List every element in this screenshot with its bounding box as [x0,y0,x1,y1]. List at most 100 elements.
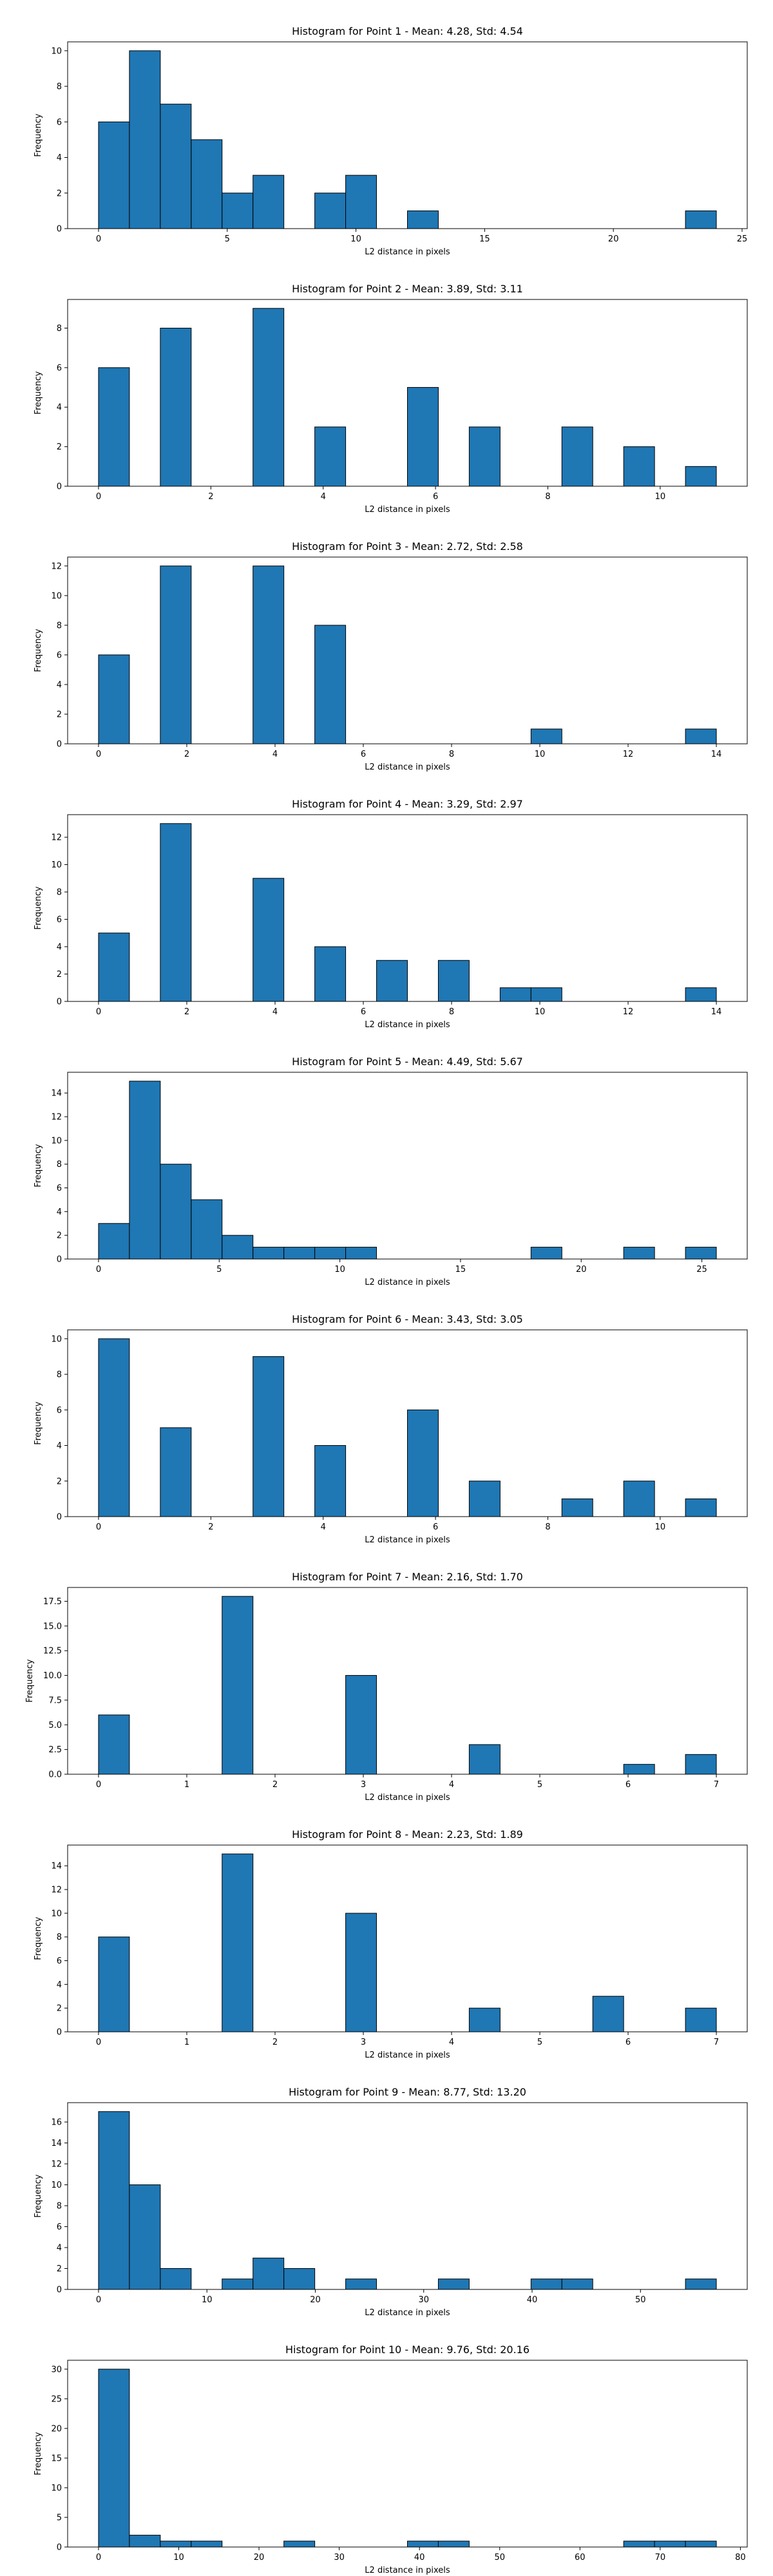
histogram-bar [407,2541,439,2548]
x-tick-label: 10 [535,750,546,759]
y-tick-label: 14 [51,1089,62,1099]
y-tick-label: 2 [57,710,62,719]
y-axis-label: Frequency [25,1659,35,1702]
y-tick-label: 6 [57,363,62,373]
axes-frame [67,41,748,229]
histogram-bar [191,139,223,229]
x-tick-label: 20 [310,2295,321,2305]
y-tick-label: 8 [57,888,62,898]
x-tick-label: 20 [608,234,619,244]
y-tick-label: 2 [57,2004,62,2014]
y-axis-label: Frequency [33,113,43,156]
y-tick-label: 2 [57,1477,62,1486]
x-tick-label: 20 [576,1265,587,1274]
y-tick-label: 6 [57,1184,62,1193]
y-tick-label: 30 [51,2365,62,2374]
x-tick-label: 10 [655,1522,666,1532]
histogram-bar [407,387,439,487]
x-axis-label: L2 distance in pixels [365,2050,450,2060]
x-tick-label: 5 [537,2038,542,2047]
histogram-bar [530,728,562,744]
histogram-bar [98,2111,130,2290]
x-axis-label: L2 distance in pixels [365,762,450,772]
x-tick-label: 0 [96,1007,101,1017]
histogram-bar [98,121,130,229]
x-tick-label: 4 [272,1007,278,1017]
histogram-bar [561,2278,593,2290]
histogram-bar [253,1356,285,1517]
y-tick-label: 0 [57,740,62,750]
x-axis-label: L2 distance in pixels [365,247,450,257]
y-tick-label: 4 [57,2244,62,2253]
histogram-bar [685,2007,717,2032]
x-tick-label: 0 [96,750,101,759]
y-tick-label: 12 [51,2160,62,2170]
y-tick-label: 7.5 [48,1696,62,1705]
y-tick-label: 12 [51,833,62,843]
x-tick-label: 6 [625,1780,631,1790]
y-tick-label: 14 [51,1862,62,1871]
histogram-bar [160,2541,192,2548]
x-tick-label: 15 [455,1265,466,1274]
histogram-bar [623,1247,655,1260]
histogram-panel-7: Histogram for Point 7 - Mean: 2.16, Std:… [25,1571,748,1803]
histogram-bar [160,1164,192,1260]
chart-title: Histogram for Point 1 - Mean: 4.28, Std:… [292,25,523,37]
x-tick-label: 8 [545,1522,550,1532]
histogram-bar [561,426,593,487]
x-tick-label: 0 [96,492,101,502]
y-tick-label: 6 [57,915,62,925]
histogram-panel-5: Histogram for Point 5 - Mean: 4.49, Std:… [33,1056,748,1287]
histogram-bar [222,1853,254,2032]
histogram-bar [345,1675,377,1775]
histogram-bar [345,175,377,229]
y-axis-label: Frequency [33,886,43,929]
y-tick-label: 4 [57,1208,62,1217]
y-tick-label: 6 [57,2222,62,2232]
y-tick-label: 10 [51,2181,62,2190]
x-tick-label: 6 [361,1007,366,1017]
histogram-bar [685,2278,717,2290]
y-tick-label: 0 [57,2028,62,2038]
chart-title: Histogram for Point 8 - Mean: 2.23, Std:… [292,1828,523,1841]
histogram-bar [160,565,192,744]
x-tick-label: 5 [225,234,230,244]
histogram-bar [437,2541,470,2548]
axes-frame [67,556,748,744]
chart-title: Histogram for Point 3 - Mean: 2.72, Std:… [292,540,523,553]
x-tick-label: 10 [202,2295,213,2305]
y-tick-label: 4 [57,403,62,413]
histogram-bar [129,50,161,229]
x-tick-label: 2 [184,1007,189,1017]
histogram-bar [253,175,285,229]
histogram-bar [437,2278,470,2290]
y-tick-label: 2 [57,442,62,452]
chart-title: Histogram for Point 5 - Mean: 4.49, Std:… [292,1056,523,1068]
x-tick-label: 5 [537,1780,542,1790]
y-tick-label: 8 [57,324,62,334]
x-tick-label: 10 [334,1265,345,1274]
x-tick-label: 12 [623,1007,634,1017]
y-tick-label: 8 [57,1370,62,1380]
histogram-bar [345,1247,377,1260]
histogram-panel-4: Histogram for Point 4 - Mean: 3.29, Std:… [33,798,748,1030]
y-axis-label: Frequency [33,629,43,672]
histogram-bar [592,1996,624,2032]
histogram-bar [468,426,501,487]
histogram-panel-6: Histogram for Point 6 - Mean: 3.43, Std:… [33,1313,748,1545]
x-tick-label: 1 [184,2038,189,2047]
y-tick-label: 10 [51,860,62,870]
histogram-bar [499,987,531,1002]
x-tick-label: 6 [625,2038,631,2047]
x-tick-label: 8 [449,1007,454,1017]
y-tick-label: 5 [57,2513,62,2523]
x-tick-label: 3 [361,2038,366,2047]
x-tick-label: 50 [635,2295,646,2305]
histogram-bar [530,1247,562,1260]
x-tick-label: 8 [545,492,550,502]
histogram-bar [253,878,285,1002]
x-tick-label: 4 [449,1780,454,1790]
histogram-bar [685,987,717,1002]
x-tick-label: 6 [433,1522,438,1532]
x-tick-label: 2 [208,1522,213,1532]
